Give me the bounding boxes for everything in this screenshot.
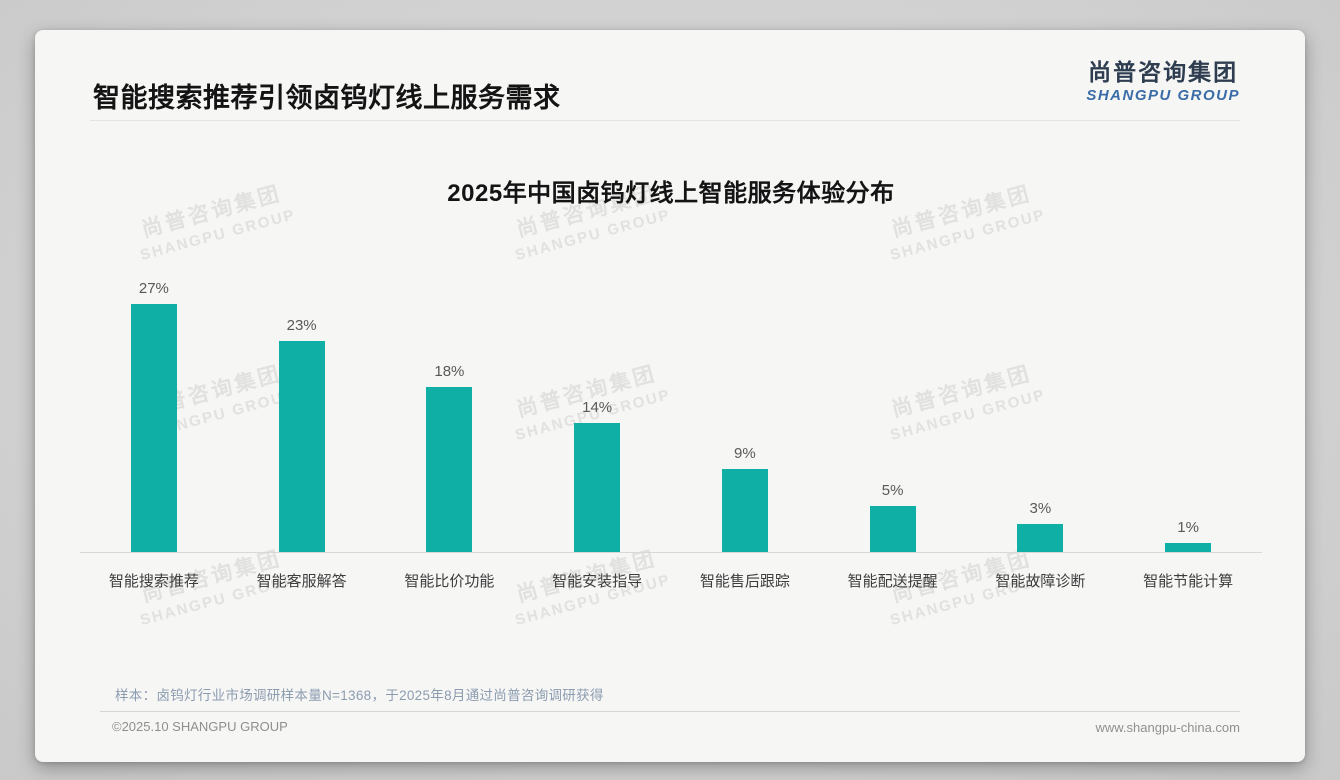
category-label: 智能配送提醒 <box>847 573 938 590</box>
bar-column: 23% <box>228 317 376 552</box>
category-label: 智能故障诊断 <box>995 573 1086 590</box>
category-label: 智能节能计算 <box>1143 573 1234 590</box>
bar-value-label: 1% <box>1177 519 1199 536</box>
logo-en-text: SHANGPU GROUP <box>1086 87 1240 104</box>
plot-area: 27% 23% 18% 14% 9% 5% 3% 1% <box>80 273 1262 553</box>
bar <box>278 341 325 552</box>
bar-column: 18% <box>376 363 524 552</box>
header-divider <box>90 120 1240 121</box>
footer-divider <box>100 711 1240 712</box>
category-labels: 智能搜索推荐 智能客服解答 智能比价功能 智能安装指导 智能售后跟踪 智能配送提醒 智能故障… <box>80 570 1262 591</box>
bar-value-label: 27% <box>138 280 169 297</box>
bar-value-label: 9% <box>734 445 756 462</box>
shangpu-logo: 尚普咨询集团 SHANGPU GROUP <box>1086 58 1240 106</box>
chart-title: 2025年中国卤钨灯线上智能服务体验分布 <box>447 180 895 207</box>
bar-value-label: 14% <box>582 399 613 416</box>
sample-footnote: 样本：卤钨灯行业市场调研样本量N=1368，于2025年8月通过尚普咨询调研获得 <box>115 688 604 703</box>
bar-column: 27% <box>80 280 228 552</box>
page-title: 智能搜索推荐引领卤钨灯线上服务需求 <box>93 83 561 113</box>
bar-column: 1% <box>1114 519 1262 552</box>
logo-cn-text: 尚普咨询集团 <box>1088 59 1239 85</box>
bar <box>721 469 768 552</box>
copyright-text: ©2025.10 SHANGPU GROUP <box>112 719 288 734</box>
category-label: 智能比价功能 <box>404 573 495 590</box>
bar-column: 5% <box>819 482 967 552</box>
bar <box>574 423 621 552</box>
category-label: 智能客服解答 <box>256 573 347 590</box>
bar-value-label: 18% <box>434 363 465 380</box>
slide-card: 尚普咨询集团 SHANGPU GROUP 尚普咨询集团 SHANGPU GROUP … <box>35 30 1305 762</box>
bar <box>426 387 473 552</box>
category-label: 智能售后跟踪 <box>699 573 790 590</box>
bar <box>130 304 177 552</box>
category-label: 智能安装指导 <box>552 573 643 590</box>
bar-value-label: 23% <box>286 317 317 334</box>
bar <box>869 506 916 552</box>
bar-value-label: 3% <box>1029 500 1052 517</box>
bar-column: 3% <box>967 500 1115 552</box>
bar-value-label: 5% <box>881 482 904 499</box>
bar <box>1017 524 1064 552</box>
category-label: 智能搜索推荐 <box>108 573 199 590</box>
bar-column: 9% <box>671 445 819 552</box>
website-url: www.shangpu-china.com <box>1095 720 1240 735</box>
bar-column: 14% <box>523 399 671 552</box>
bar <box>1165 543 1212 552</box>
